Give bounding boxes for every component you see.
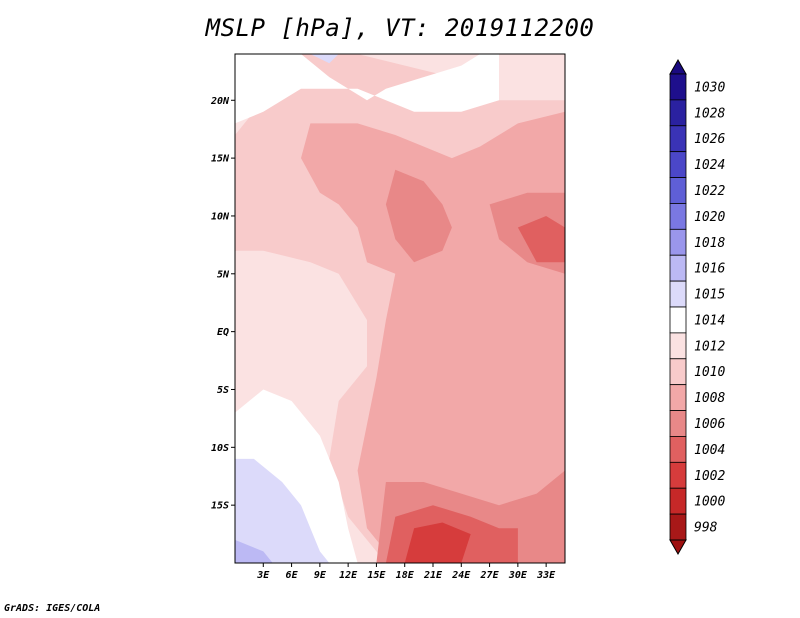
x-tick-label: 27E [480,570,500,581]
colorbar-bottom-arrow [669,539,687,556]
colorbar-swatch-1020 [669,203,687,230]
y-tick-label: 20N [210,96,230,107]
grads-credit: GrADS: IGES/COLA [4,603,101,614]
pressure-region-1014-9 [235,54,499,124]
y-tick-label: EQ [217,327,229,338]
x-tick-label: 18E [396,570,415,581]
colorbar-swatch-1014 [669,306,687,334]
colorbar-swatch-1022 [669,177,687,204]
colorbar-label-1022: 1022 [694,184,725,199]
x-tick-label: 3E [256,570,270,581]
colorbar-label-1026: 1026 [694,132,725,147]
colorbar-label-1006: 1006 [694,417,725,432]
x-tick-label: 9E [314,570,327,581]
colorbar-swatch-1000 [669,487,687,515]
colorbar-swatch-1008 [669,384,687,411]
pressure-region-1015-11 [235,458,330,563]
y-tick-label: 15S [211,501,229,512]
colorbar-swatch-1030 [669,73,687,101]
colorbar-swatch-1015 [669,280,687,308]
colorbar-label-1012: 1012 [694,339,725,354]
colorbar-swatch-1026 [669,125,687,153]
colorbar-label-1010: 1010 [694,365,725,380]
x-tick-label: 12E [339,570,358,581]
pressure-region-1016-12 [235,539,273,563]
colorbar-swatch-998 [669,513,687,541]
colorbar-label-1016: 1016 [694,262,725,277]
pressure-region-1002-8 [404,522,471,563]
x-tick-label: 6E [286,570,299,581]
colorbar-swatch-1018 [669,228,687,256]
colorbar-label-1018: 1018 [694,236,725,251]
pressure-field [235,54,565,563]
colorbar-label-1028: 1028 [694,106,725,121]
y-tick-label: 5N [217,269,230,280]
colorbar-label-1000: 1000 [694,495,725,510]
colorbar-label-998: 998 [694,521,718,536]
colorbar-label-1020: 1020 [694,210,725,225]
pressure-region-1004-6 [517,216,565,263]
colorbar-label-1004: 1004 [694,443,725,458]
colorbar-swatch-1024 [669,151,687,178]
x-tick-label: 21E [423,570,443,581]
x-tick-label: 15E [367,570,386,581]
colorbar-top-arrow [669,58,687,75]
plot-frame [234,53,566,564]
x-tick-label: 24E [451,570,471,581]
colorbar-swatch-1012 [669,332,687,360]
colorbar-label-1024: 1024 [694,158,725,173]
colorbar-swatch-1010 [669,358,687,386]
colorbar-swatch-1028 [669,99,687,127]
pressure-region-1015-13 [310,54,339,64]
colorbar-swatch-1004 [669,436,687,463]
pressure-region-1006-3 [385,169,452,263]
colorbar-label-1030: 1030 [694,80,725,95]
y-tick-label: 10S [211,443,229,454]
colorbar-label-1002: 1002 [694,469,725,484]
colorbar-swatch-1016 [669,254,687,282]
y-tick-label: 15N [211,154,230,165]
colorbar-swatch-1002 [669,461,687,489]
colorbar-label-1008: 1008 [694,391,725,406]
x-tick-label: 33E [536,570,556,581]
y-tick-label: 5S [217,385,229,396]
x-tick-label: 30E [508,570,528,581]
colorbar-swatch-1006 [669,410,687,437]
chart-title: MSLP [hPa], VT: 2019112200 [205,14,595,42]
colorbar-label-1015: 1015 [694,288,725,303]
colorbar-label-1014: 1014 [694,313,725,328]
y-tick-label: 10N [211,211,230,222]
